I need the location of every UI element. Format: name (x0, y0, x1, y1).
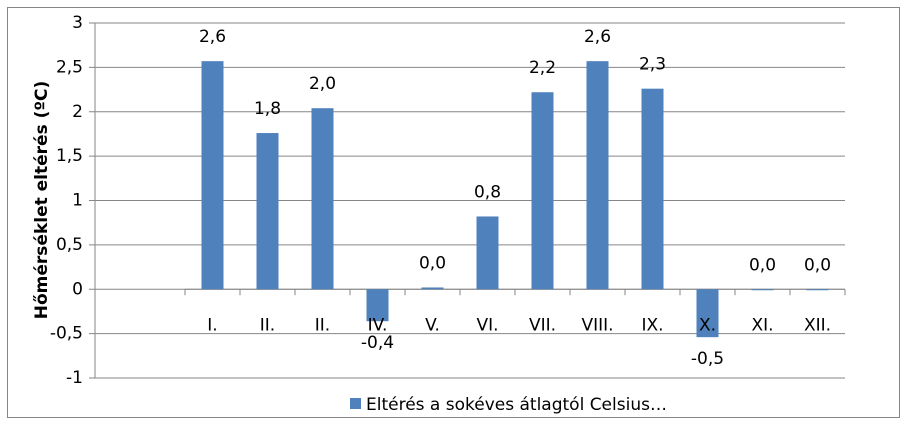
data-label: 0,8 (474, 182, 501, 202)
x-tick-label: VII. (529, 315, 556, 335)
y-tick-label: 3 (72, 13, 83, 33)
y-tick-label: 2 (72, 102, 83, 122)
y-tick-label: 2,5 (56, 57, 83, 77)
y-tick-label: 1 (72, 191, 83, 211)
data-label: 1,8 (254, 99, 281, 119)
bar (366, 289, 389, 322)
y-tick-label: 0 (72, 279, 83, 299)
data-label: 2,3 (639, 55, 666, 75)
x-tick-label: VI. (476, 315, 498, 335)
x-tick-label: I. (207, 315, 217, 335)
x-tick-label: V. (425, 315, 440, 335)
x-tick-label: IX. (641, 315, 663, 335)
chart-border (7, 7, 900, 418)
data-label: 2,2 (529, 58, 556, 78)
x-tick-label: X. (699, 315, 716, 335)
bar (586, 61, 609, 290)
data-label: -0,5 (691, 349, 724, 369)
bar (751, 289, 774, 291)
bar (421, 287, 444, 290)
data-label: 2,6 (584, 27, 611, 47)
bar (476, 216, 499, 290)
y-tick-label: -0,5 (50, 324, 83, 344)
data-label: 0,0 (749, 255, 776, 275)
data-label: 0,0 (804, 255, 831, 275)
data-label: 2,6 (199, 27, 226, 47)
y-tick-label: 1,5 (56, 146, 83, 166)
x-tick-label: II. (315, 315, 330, 335)
y-tick-label: -1 (66, 368, 83, 388)
bar (696, 289, 719, 338)
data-label: -0,4 (361, 333, 394, 353)
x-tick-label: IV. (368, 315, 388, 335)
legend-label: Eltérés a sokéves átlagtól Celsius… (366, 395, 667, 415)
x-tick-label: II. (260, 315, 275, 335)
bar (641, 88, 664, 290)
bar (201, 61, 224, 290)
x-tick-label: XII. (804, 315, 831, 335)
y-tick-label: 0,5 (56, 235, 83, 255)
x-tick-label: VIII. (581, 315, 613, 335)
legend-swatch (350, 398, 361, 409)
data-label: 2,0 (309, 74, 336, 94)
bar (256, 133, 279, 290)
x-tick-label: XI. (751, 315, 773, 335)
bar (806, 289, 829, 291)
bar (311, 108, 334, 290)
y-axis-title: Hőmérséklet eltérés (ºC) (32, 81, 52, 319)
bar (531, 92, 554, 290)
data-label: 0,0 (419, 253, 446, 273)
